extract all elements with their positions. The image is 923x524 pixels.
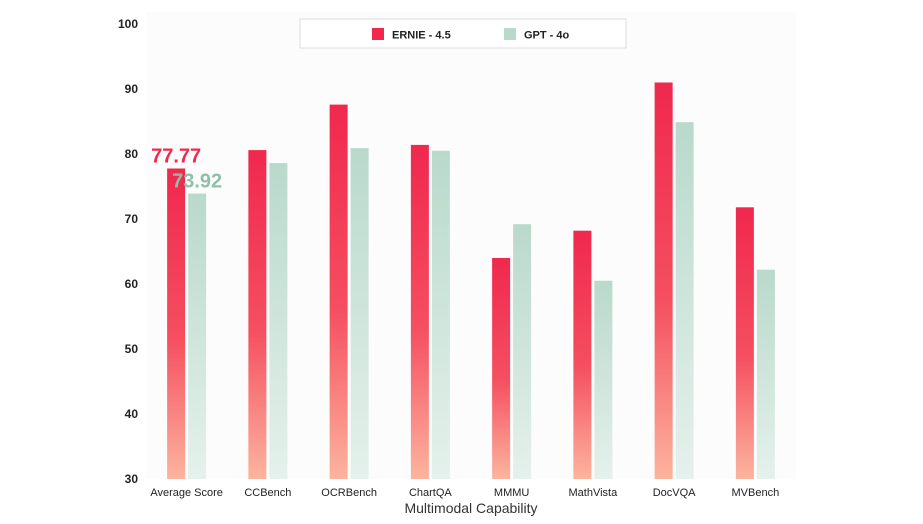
bar-gpt — [269, 163, 288, 479]
x-axis-title: Multimodal Capability — [404, 500, 537, 516]
bar-ernie — [329, 104, 348, 479]
y-tick-label: 100 — [118, 17, 138, 31]
bar-ernie — [248, 150, 267, 479]
bar-ernie — [573, 230, 592, 479]
bar-ernie — [492, 258, 511, 479]
y-tick-label: 60 — [125, 277, 139, 291]
x-tick-label: CCBench — [244, 487, 291, 499]
x-axis: Average Score CCBench OCRBench ChartQA MMMU M… — [150, 487, 779, 499]
legend: ERNIE - 4.5 GPT - 4o — [299, 18, 627, 49]
y-tick-label: 90 — [125, 82, 139, 96]
bar-ernie — [167, 168, 186, 479]
x-tick-label: Average Score — [150, 487, 223, 499]
x-tick-label: OCRBench — [321, 487, 377, 499]
bar-gpt — [513, 224, 532, 479]
bar-gpt — [675, 122, 694, 480]
bar-ernie — [410, 144, 429, 479]
y-tick-label: 40 — [125, 407, 139, 421]
bar-gpt — [188, 193, 207, 479]
x-tick-label: MMMU — [494, 487, 529, 499]
plot-background — [146, 12, 796, 479]
y-tick-label: 50 — [125, 342, 139, 356]
y-tick-label: 80 — [125, 147, 139, 161]
legend-swatch-ernie — [372, 28, 384, 40]
bars-group — [167, 82, 775, 480]
x-tick-label: MathVista — [569, 487, 619, 499]
bar-ernie — [654, 82, 673, 479]
y-tick-label: 30 — [125, 472, 139, 486]
legend-label-gpt: GPT - 4o — [524, 30, 570, 42]
legend-swatch-gpt — [504, 28, 516, 40]
data-labels: 77.77 73.92 — [151, 145, 222, 192]
x-tick-label: DocVQA — [653, 487, 696, 499]
bar-ernie — [735, 207, 754, 480]
x-tick-label: ChartQA — [409, 487, 452, 499]
bar-gpt — [594, 280, 613, 479]
bar-gpt — [350, 148, 369, 479]
legend-label-ernie: ERNIE - 4.5 — [392, 30, 451, 42]
data-label-ernie: 77.77 — [151, 145, 201, 167]
legend-box — [299, 18, 627, 49]
y-tick-label: 70 — [125, 212, 139, 226]
bar-gpt — [431, 150, 450, 479]
y-axis: 30 40 50 60 70 80 90 100 — [118, 17, 138, 486]
bar-gpt — [756, 269, 775, 479]
x-tick-label: MVBench — [732, 487, 780, 499]
data-label-gpt: 73.92 — [172, 171, 222, 193]
